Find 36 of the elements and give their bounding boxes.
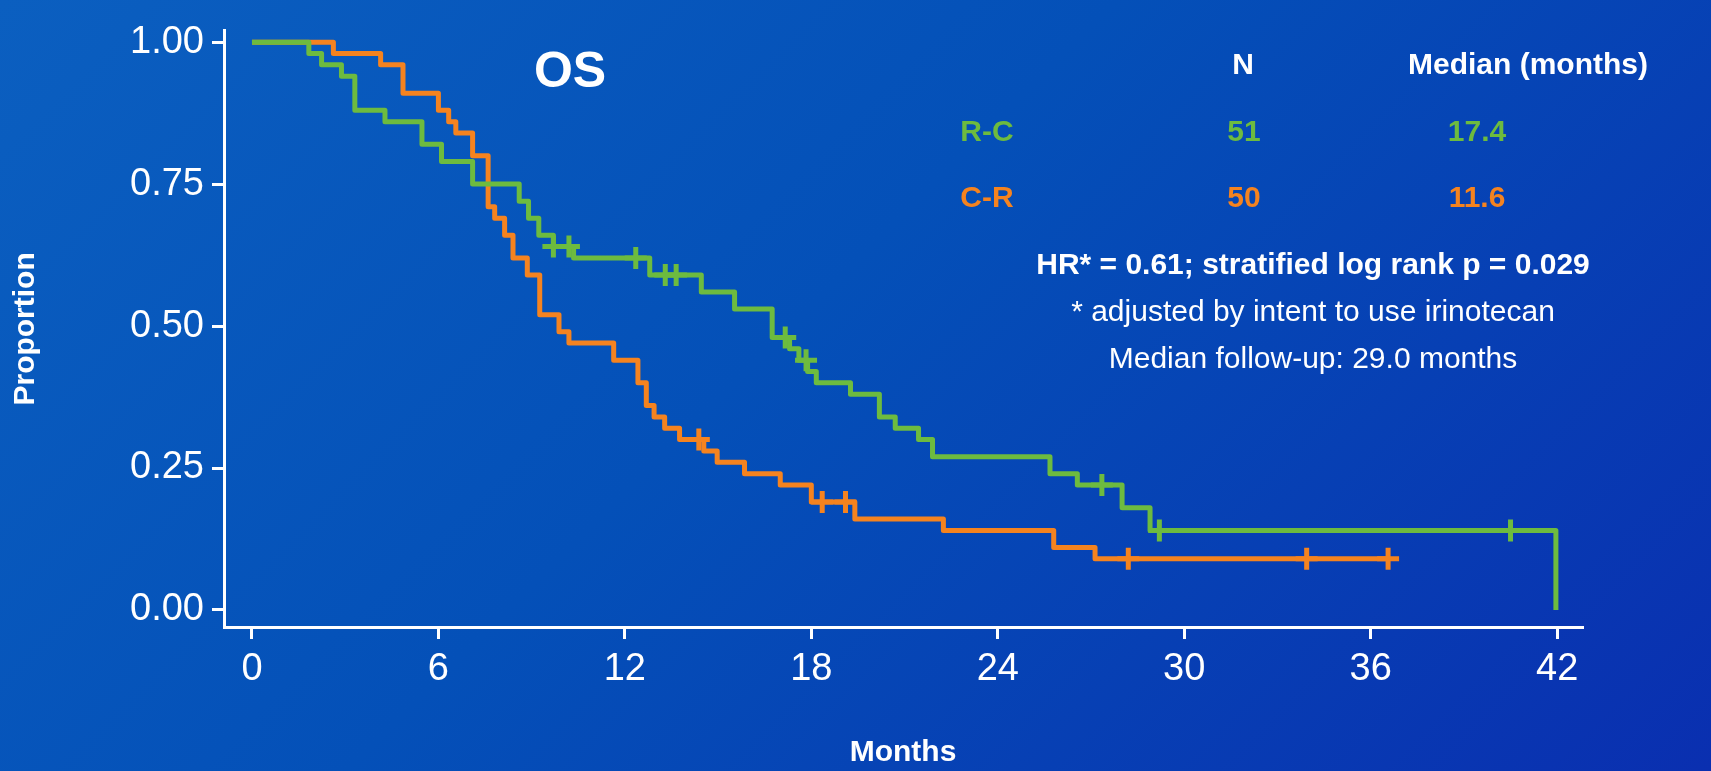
text: C-R: [960, 180, 1014, 214]
x-tick-label: 0: [241, 646, 263, 689]
point: [795, 349, 818, 372]
point: [624, 246, 647, 269]
point: [1377, 547, 1400, 570]
x-tick-label: 36: [1349, 646, 1392, 689]
x-tick-label: 42: [1536, 646, 1579, 689]
annotation: HR* = 0.61; stratified log rank p = 0.029: [1036, 247, 1590, 281]
x-tick-label: 30: [1163, 646, 1206, 689]
y-tick-label: 0.25: [130, 444, 204, 487]
point: [811, 491, 834, 514]
y-tick-label: 0.00: [130, 586, 204, 629]
point: [1295, 547, 1318, 570]
point: [665, 263, 688, 286]
y-tick-label: 1.00: [130, 18, 204, 61]
annotation: N: [1232, 47, 1254, 81]
annotation: 11.6: [1448, 180, 1506, 214]
text: R-C: [960, 114, 1014, 148]
y-tick-label: 0.50: [130, 302, 204, 345]
y-axis-title: Proportion: [7, 252, 41, 406]
annotation: 51: [1227, 114, 1261, 148]
point: [1090, 474, 1113, 497]
annotation: * adjusted by intent to use irinotecan: [1071, 294, 1555, 328]
annotation: Median follow-up: 29.0 months: [1108, 341, 1518, 375]
annotation: Median (months): [1408, 47, 1648, 81]
point: [1117, 547, 1140, 570]
y-tick-label: 0.75: [130, 160, 204, 203]
chart-title: OS: [533, 41, 607, 99]
x-tick-label: 12: [603, 646, 647, 689]
x-tick-label: 6: [427, 646, 449, 689]
point: [834, 491, 857, 514]
x-tick-label: 24: [976, 646, 1019, 689]
annotation: 17.4: [1447, 114, 1507, 148]
x-axis-title: Months: [849, 734, 957, 768]
annotation: 50: [1227, 180, 1261, 214]
x-tick-label: 18: [790, 646, 833, 689]
